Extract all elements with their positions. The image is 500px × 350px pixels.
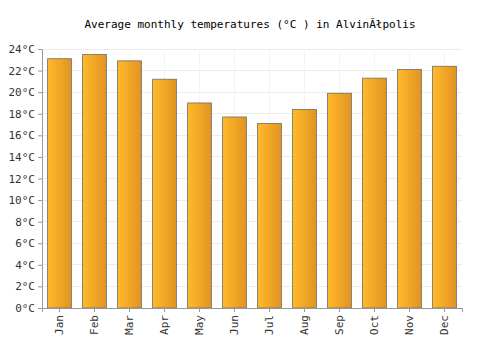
tick-mark: [38, 200, 42, 201]
tick-mark: [38, 265, 42, 266]
bar: [258, 123, 282, 308]
axis-line: [38, 50, 43, 309]
tick: 22°C: [9, 65, 43, 78]
tick-mark: [59, 308, 60, 312]
tick-mark: [38, 157, 42, 158]
bar: [223, 117, 247, 308]
tick-label: Dec: [438, 315, 451, 335]
tick-mark: [38, 222, 42, 223]
bar: [433, 66, 457, 308]
tick: Jun: [228, 308, 241, 335]
tick-mark: [129, 308, 130, 312]
tick: Feb: [88, 308, 101, 335]
tick-label: Jul: [263, 315, 276, 335]
tick-label: 18°C: [9, 108, 36, 121]
tick: 2°C: [15, 280, 42, 293]
tick-label: 2°C: [15, 280, 35, 293]
tick-label: 22°C: [9, 65, 36, 78]
bar: [398, 70, 422, 308]
tick-label: Sep: [333, 315, 346, 335]
tick-label: Feb: [88, 315, 101, 335]
bar: [363, 78, 387, 308]
x-axis: Jan Feb Mar Apr May Jun Jul Aug Sep Oct Nov Dec: [43, 308, 463, 335]
tick: 10°C: [9, 194, 43, 207]
axis-line: [43, 309, 463, 313]
tick-label: 24°C: [9, 43, 36, 56]
tick-label: Oct: [368, 315, 381, 335]
tick-mark: [38, 308, 42, 309]
bar: [293, 109, 317, 308]
tick-mark: [38, 92, 42, 93]
tick: 20°C: [9, 86, 43, 99]
tick: Nov: [403, 308, 416, 335]
bar: [83, 54, 107, 308]
tick-label: May: [193, 315, 206, 335]
tick-mark: [409, 308, 410, 312]
tick-mark: [304, 308, 305, 312]
tick: Dec: [438, 308, 451, 335]
y-axis: 0°C 2°C 4°C 6°C 8°C 10°C 12°C 14°C 16°C 18°C 20°C 2…: [9, 43, 43, 315]
tick-mark: [38, 135, 42, 136]
grid: [42, 49, 462, 308]
tick-label: 8°C: [15, 216, 35, 229]
tick: May: [193, 308, 206, 335]
tick-label: 0°C: [15, 302, 35, 315]
tick: 14°C: [9, 151, 43, 164]
tick-mark: [234, 308, 235, 312]
tick: Apr: [158, 308, 171, 335]
tick-mark: [94, 308, 95, 312]
tick-label: 4°C: [15, 259, 35, 272]
title: Average monthly temperatures (°C ) in Al…: [84, 18, 415, 31]
tick: 16°C: [9, 129, 43, 142]
tick-mark: [199, 308, 200, 312]
tick: Jan: [53, 308, 66, 335]
tick-label: Nov: [403, 315, 416, 335]
bar: [328, 93, 352, 308]
tick-label: 6°C: [15, 237, 35, 250]
tick-mark: [38, 71, 42, 72]
tick: Oct: [368, 308, 381, 335]
tick: 6°C: [15, 237, 42, 250]
grid-line: [42, 49, 462, 50]
tick-mark: [444, 308, 445, 312]
tick-label: Mar: [123, 315, 136, 335]
tick-label: 12°C: [9, 173, 36, 186]
tick-mark: [38, 114, 42, 115]
tick-mark: [339, 308, 340, 312]
bar: [153, 79, 177, 308]
tick-mark: [269, 308, 270, 312]
tick: 24°C: [9, 43, 43, 56]
tick-mark: [374, 308, 375, 312]
plot: 0°C 2°C 4°C 6°C 8°C 10°C 12°C 14°C 16°C 18°C 20°C 2…: [9, 43, 463, 335]
tick: 18°C: [9, 108, 43, 121]
tick: Mar: [123, 308, 136, 335]
tick-mark: [38, 286, 42, 287]
tick-mark: [38, 49, 42, 50]
tick-label: 10°C: [9, 194, 36, 207]
tick-label: Jan: [53, 315, 66, 335]
bar: [48, 59, 72, 308]
bar: [188, 103, 212, 308]
tick: Sep: [333, 308, 346, 335]
tick: Aug: [298, 308, 311, 335]
tick-label: Jun: [228, 315, 241, 335]
tick-mark: [38, 179, 42, 180]
tick-label: Apr: [158, 315, 171, 335]
tick: 4°C: [15, 259, 42, 272]
tick: 0°C: [15, 302, 42, 315]
chart: 0°C 2°C 4°C 6°C 8°C 10°C 12°C 14°C 16°C 18°C 20°C 2…: [0, 0, 500, 350]
tick-label: 14°C: [9, 151, 36, 164]
tick-label: 16°C: [9, 129, 36, 142]
tick: Jul: [263, 308, 276, 335]
tick-label: Aug: [298, 315, 311, 335]
bars: [48, 54, 457, 308]
tick: 12°C: [9, 173, 43, 186]
tick: 8°C: [15, 216, 42, 229]
tick-label: 20°C: [9, 86, 36, 99]
tick-mark: [38, 243, 42, 244]
bar: [118, 61, 142, 308]
tick-mark: [164, 308, 165, 312]
